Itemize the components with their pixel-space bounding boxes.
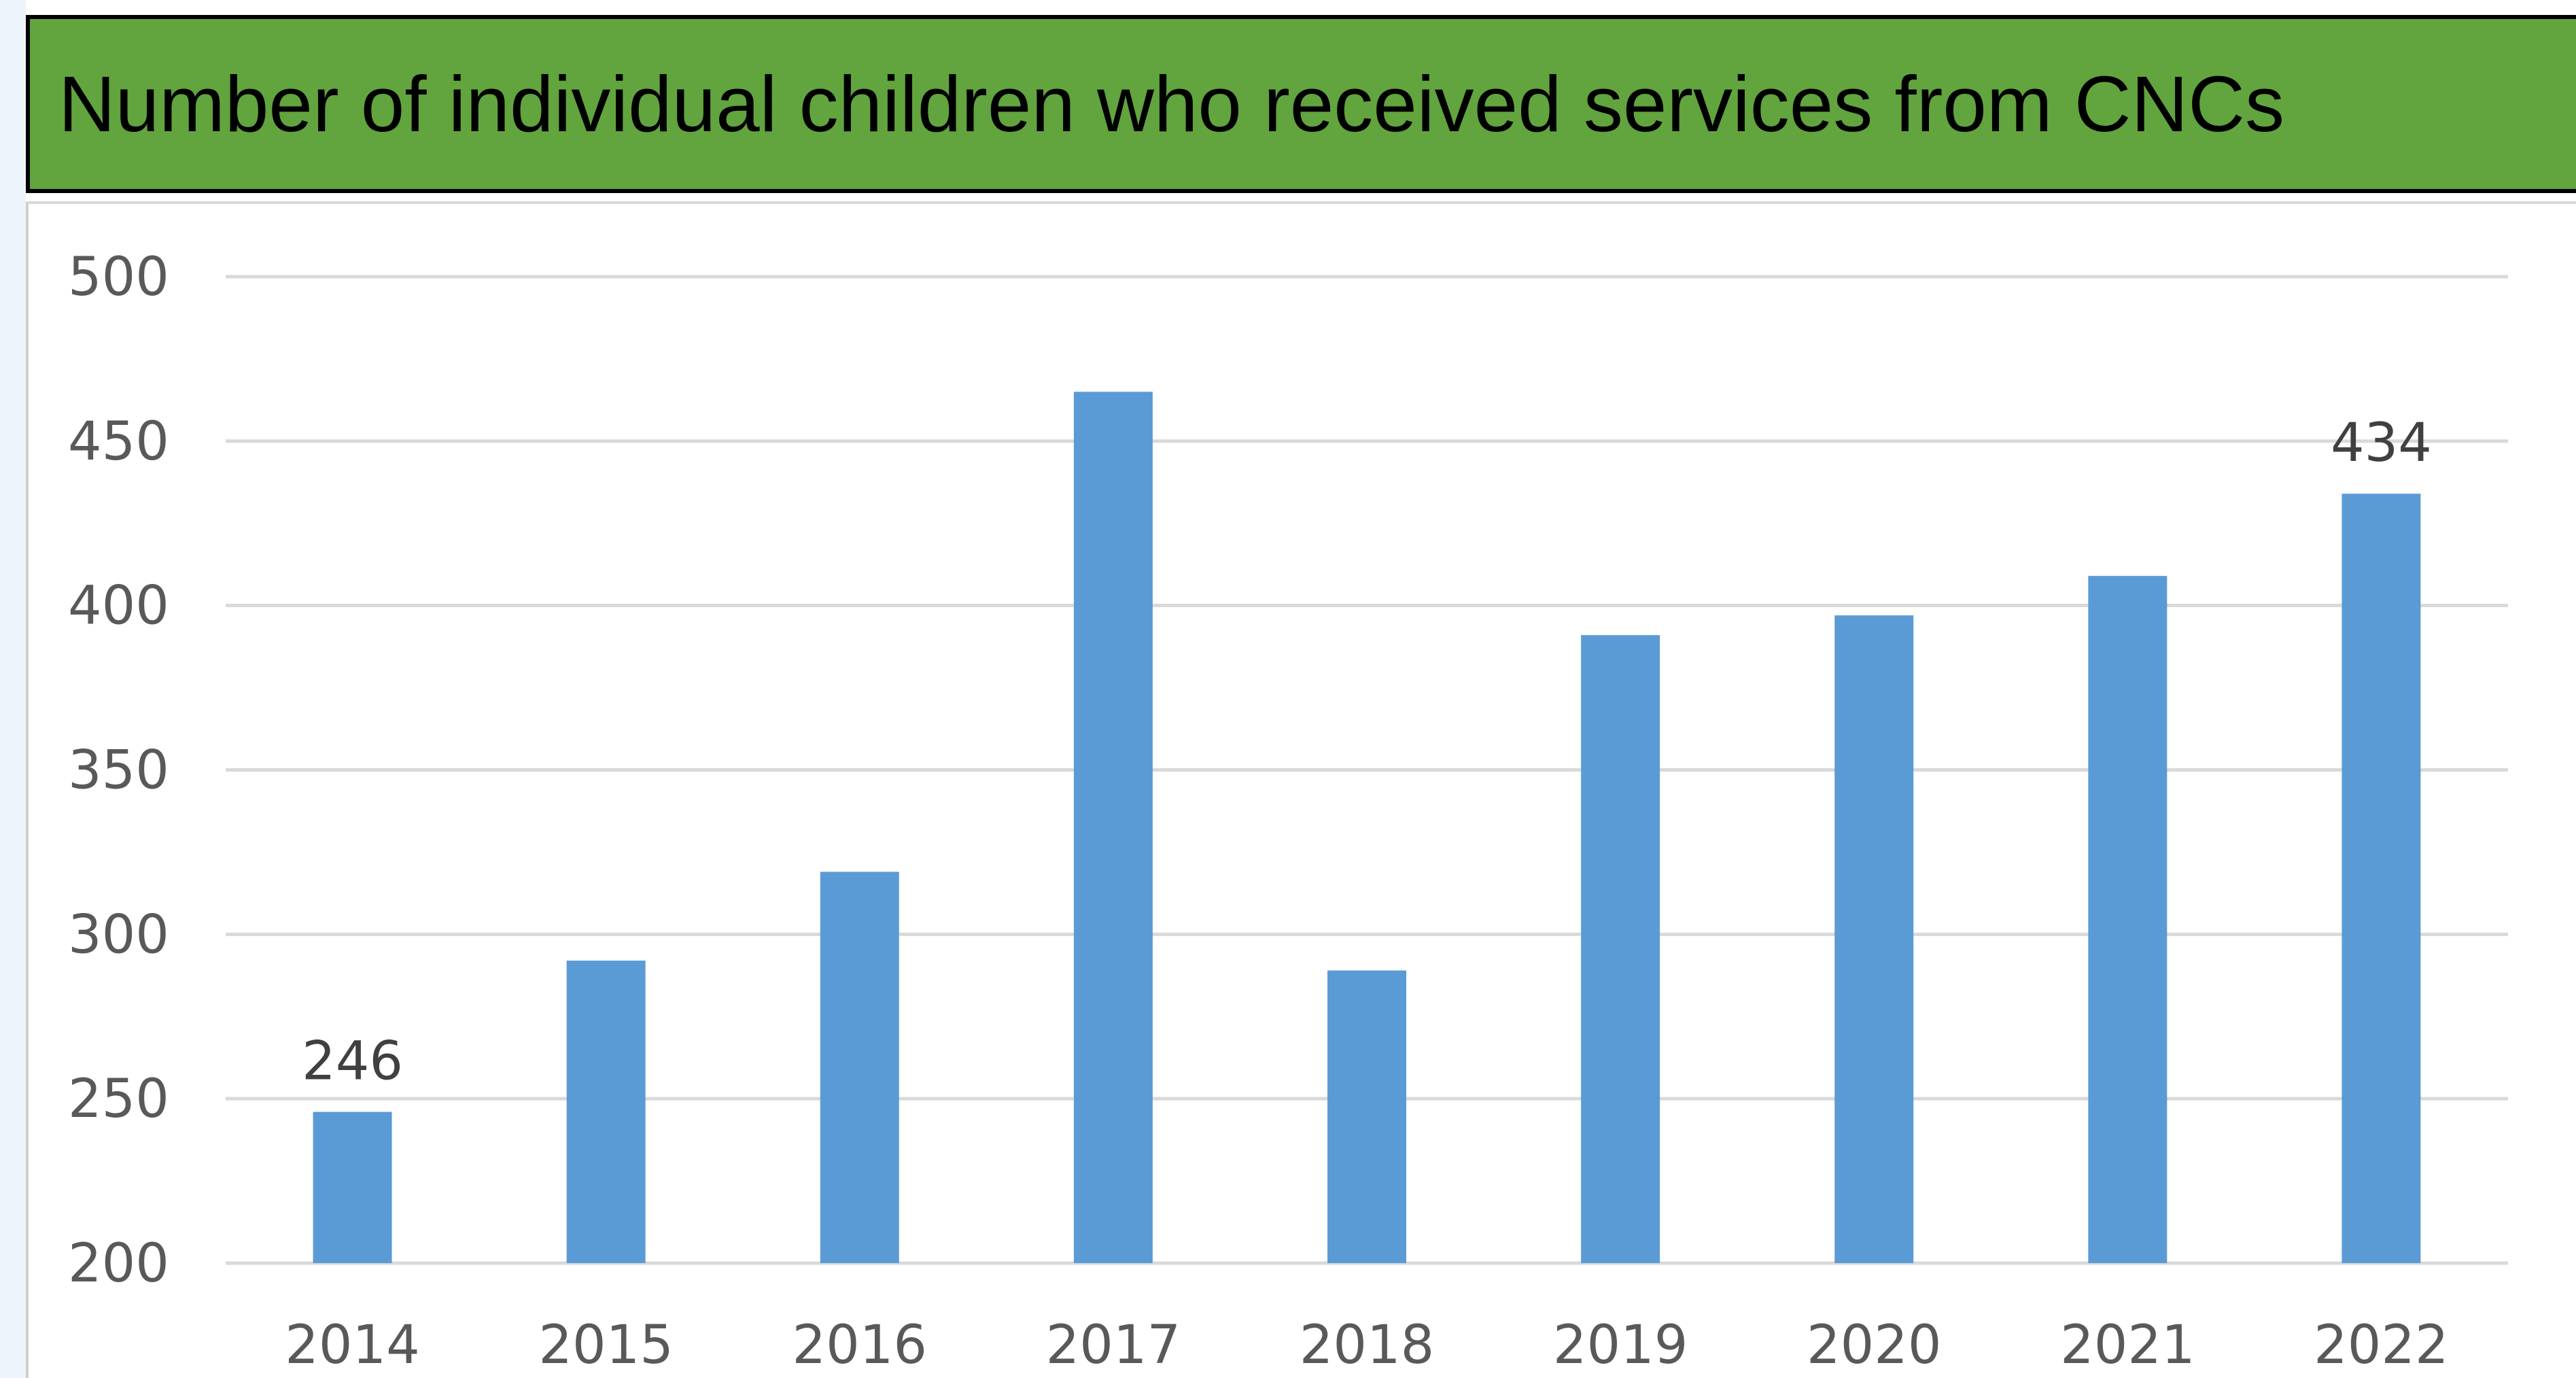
- x-tick-label: 2016: [793, 1315, 928, 1376]
- y-tick-label: 400: [68, 576, 169, 637]
- bar-2022: [2342, 494, 2421, 1263]
- data-labels: 246 434: [302, 413, 2432, 1092]
- y-tick-label: 500: [68, 247, 169, 308]
- x-tick-label: 2020: [1807, 1315, 1942, 1376]
- y-tick-label: 200: [68, 1233, 169, 1294]
- y-tick-label: 450: [68, 411, 169, 472]
- x-tick-label: 2015: [538, 1315, 674, 1376]
- x-tick-label: 2017: [1046, 1315, 1181, 1376]
- data-label-2022: 434: [2331, 413, 2432, 474]
- y-tick-label: 300: [68, 904, 169, 965]
- bars: [313, 392, 2421, 1263]
- data-label-2014: 246: [302, 1031, 403, 1092]
- x-tick-label: 2019: [1553, 1315, 1688, 1376]
- x-axis-tick-labels: 2014 2015 2016 2017 2018 2019 2020 2021 2022: [285, 1315, 2448, 1376]
- chart-title: Number of individual children who receiv…: [58, 60, 2285, 148]
- chart-title-banner: Number of individual children who receiv…: [26, 15, 2576, 193]
- left-margin-strip: [0, 0, 26, 1378]
- bar-2020: [1834, 615, 1914, 1263]
- bar-2018: [1327, 970, 1406, 1263]
- y-tick-label: 250: [68, 1069, 169, 1130]
- bar-2015: [566, 961, 646, 1263]
- x-tick-label: 2014: [285, 1315, 420, 1376]
- x-tick-label: 2018: [1300, 1315, 1435, 1376]
- y-tick-label: 350: [68, 740, 169, 802]
- x-tick-label: 2021: [2060, 1315, 2195, 1376]
- bar-2016: [820, 872, 899, 1263]
- bar-2014: [313, 1112, 392, 1263]
- bar-2017: [1073, 392, 1153, 1263]
- y-axis-tick-labels: 200 250 300 350 400 450 500: [68, 247, 169, 1294]
- bar-2021: [2088, 576, 2168, 1263]
- x-tick-label: 2022: [2314, 1315, 2449, 1376]
- bar-2019: [1581, 635, 1660, 1263]
